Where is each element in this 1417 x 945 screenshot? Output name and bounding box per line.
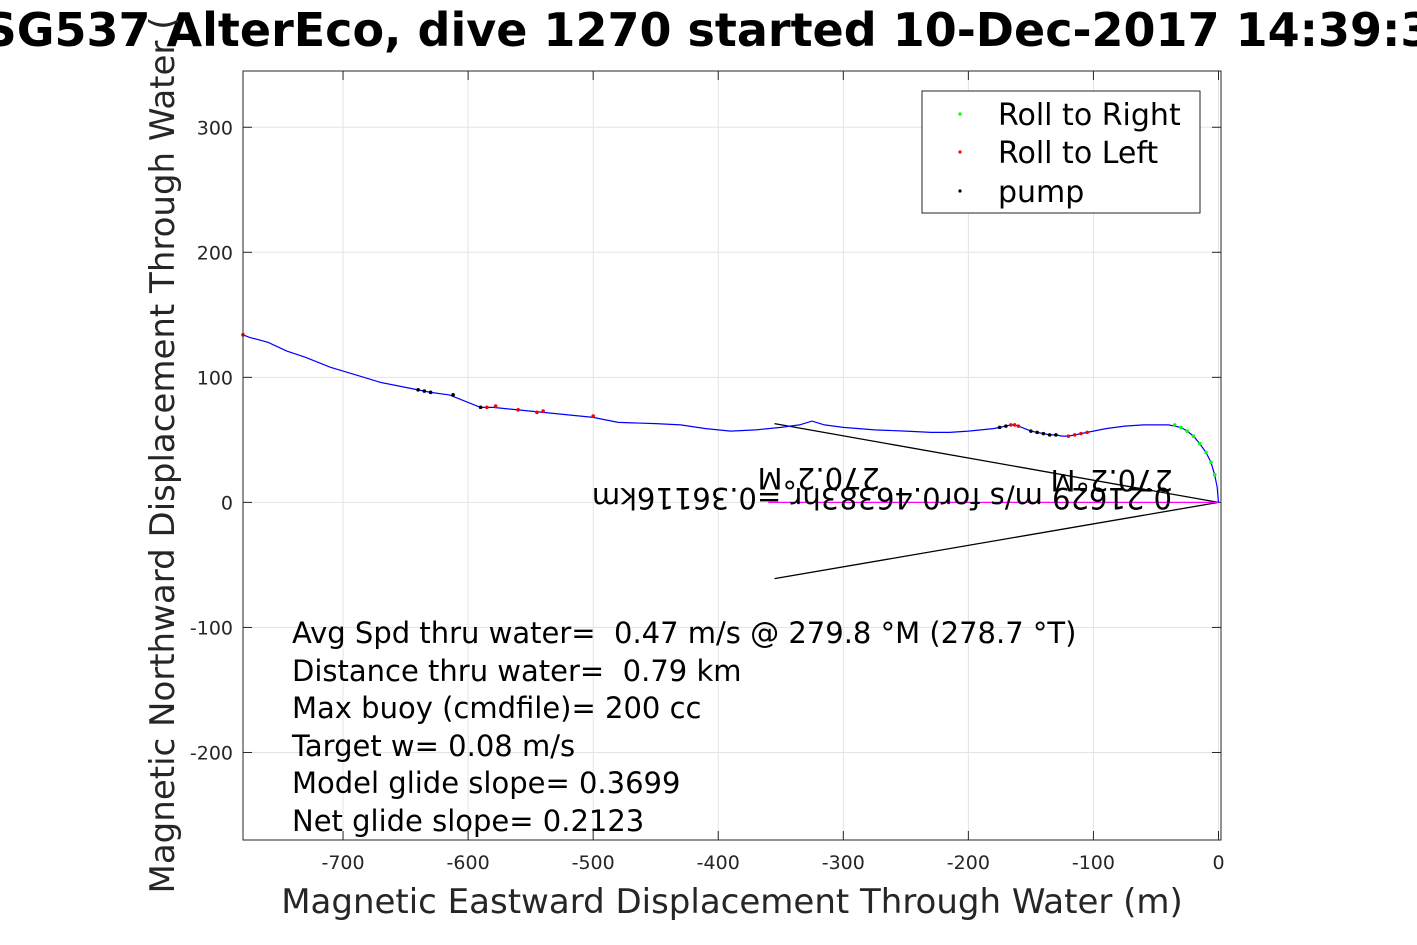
y-axis-label: Magnetic Northward Displacement Through … [143,17,183,894]
pump-marker [1029,429,1033,433]
roll-right-marker [1179,425,1183,430]
legend-box [921,90,1201,214]
pump-marker [428,390,433,395]
current-line [774,422,1219,504]
current-speed-label: 0.21629 m/s for0.46383hr =0.36116km [592,481,1172,515]
roll-left-marker [516,408,520,412]
roll-left-marker [493,404,498,408]
pump-marker [1035,430,1039,435]
roll-right-marker [1212,473,1217,477]
annotation-distance: Distance thru water= 0.79 km [292,654,742,688]
pump-marker [1004,424,1008,428]
y-tick-label: -100 [190,617,233,639]
y-tick-label: 0 [221,492,233,514]
dive-track-line [242,334,1220,503]
x-tick-label: -600 [447,852,490,874]
legend-marker-roll-left [958,150,962,154]
legend-marker-roll-right [958,112,962,116]
roll-left-marker [1016,424,1021,428]
annotation-model-glide-slope: Model glide slope= 0.3699 [292,766,680,800]
current-lines [768,422,1219,580]
roll-left-marker [591,414,595,418]
x-tick-label: 0 [1212,852,1224,874]
x-axis-ticks: -700 -600 -500 -400 -300 -200 -100 0 [321,71,1225,874]
roll-left-marker [1066,434,1071,438]
plot-frame [242,70,1222,841]
roll-left-marker [541,409,545,413]
pump-marker [416,388,420,392]
pump-marker [1041,431,1046,436]
roll-right-marker [1197,441,1202,446]
annotation-max-buoy: Max buoy (cmdfile)= 200 cc [292,691,701,725]
x-tick-label: -500 [572,852,615,874]
legend-label-roll-right: Roll to Right [998,98,1181,133]
pump-marker [422,389,427,393]
x-tick-label: -400 [697,852,740,874]
chart-title: SG537 AlterEco, dive 1270 started 10-Dec… [0,3,1417,57]
roll-right-marker [1172,423,1177,427]
y-tick-label: -200 [190,742,233,764]
roll-left-marker [1085,430,1089,435]
roll-right-marker [1204,450,1208,455]
annotation-avg-speed: Avg Spd thru water= 0.47 m/s @ 279.8 °M … [292,616,1076,650]
legend-label-roll-left: Roll to Left [998,136,1158,171]
y-tick-label: 100 [197,367,233,389]
roll-left-marker [535,410,539,415]
legend-label-pump: pump [998,175,1084,210]
roll-right-marker [1185,429,1190,433]
roll-left-marker [1079,431,1083,436]
legend-marker-pump [958,189,962,193]
legend: Roll to Right Roll to Left pump [921,90,1201,214]
x-tick-label: -100 [1072,852,1115,874]
roll-right-marker [1209,460,1213,465]
roll-left-marker [485,405,489,410]
roll-left-marker [1012,423,1017,427]
current-vector-labels: 0.21629 m/s for0.46383hr =0.36116km 270.… [592,461,1173,515]
pump-marker [451,393,455,397]
x-tick-label: -700 [321,852,364,874]
current-heading-label-1: 270.2°M [1050,463,1173,497]
current-line [774,501,1219,580]
x-tick-label: -200 [947,852,990,874]
dive-summary-annotations: Avg Spd thru water= 0.47 m/s @ 279.8 °M … [291,616,1076,838]
annotation-net-glide-slope: Net glide slope= 0.2123 [292,804,644,838]
annotation-target-w: Target w= 0.08 m/s [291,729,575,763]
pump-marker [997,425,1002,430]
roll-right-marker [1191,434,1196,438]
current-heading-label-2: 270.2°M [757,461,880,495]
y-tick-label: 200 [197,242,233,264]
x-tick-label: -300 [822,852,865,874]
roll-left-marker [1072,433,1077,437]
x-axis-label: Magnetic Eastward Displacement Through W… [281,882,1183,922]
pump-marker [478,405,483,410]
y-tick-label: 300 [197,117,233,139]
roll-left-marker [1009,423,1013,427]
y-axis-ticks: -200 -100 0 100 200 300 [190,117,1221,764]
pump-marker [1054,433,1058,437]
pump-marker [1047,433,1052,437]
